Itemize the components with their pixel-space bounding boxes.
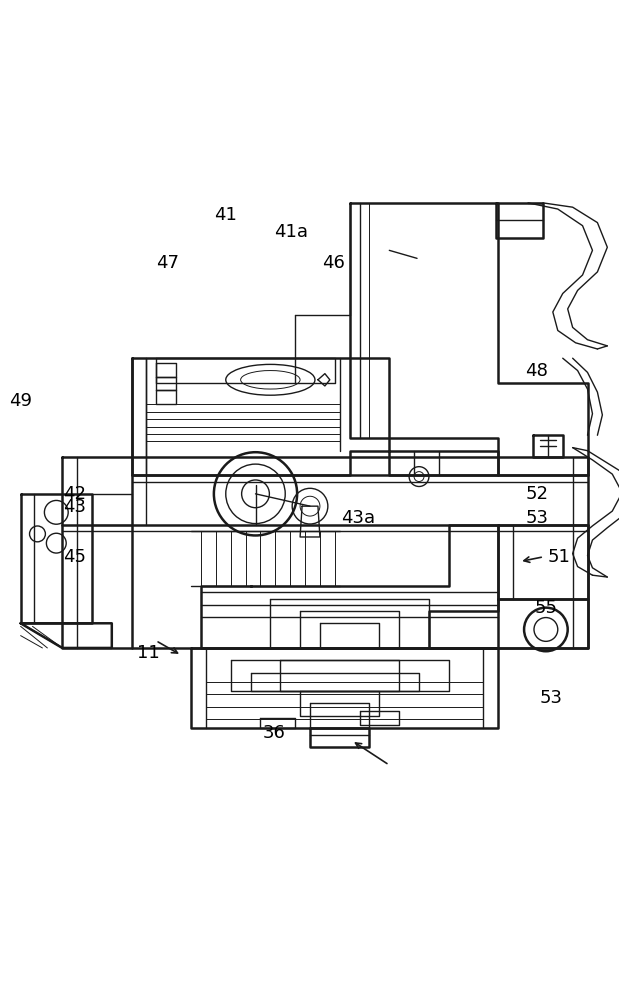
Text: 51: 51 (547, 548, 570, 566)
Text: 53: 53 (539, 689, 562, 707)
Text: 43a: 43a (341, 509, 374, 527)
Text: 45: 45 (63, 548, 86, 566)
Text: 55: 55 (534, 599, 557, 617)
Text: 36: 36 (263, 724, 285, 742)
Text: 41a: 41a (274, 223, 308, 241)
Text: 52: 52 (526, 485, 549, 503)
Text: 46: 46 (322, 254, 345, 272)
Text: 53: 53 (526, 509, 549, 527)
Text: 43: 43 (63, 498, 86, 516)
Text: 49: 49 (9, 392, 32, 410)
Text: 42: 42 (63, 485, 86, 503)
Text: 11: 11 (137, 644, 160, 662)
Text: 41: 41 (215, 206, 238, 224)
Text: 47: 47 (156, 254, 179, 272)
Text: 48: 48 (526, 362, 549, 380)
